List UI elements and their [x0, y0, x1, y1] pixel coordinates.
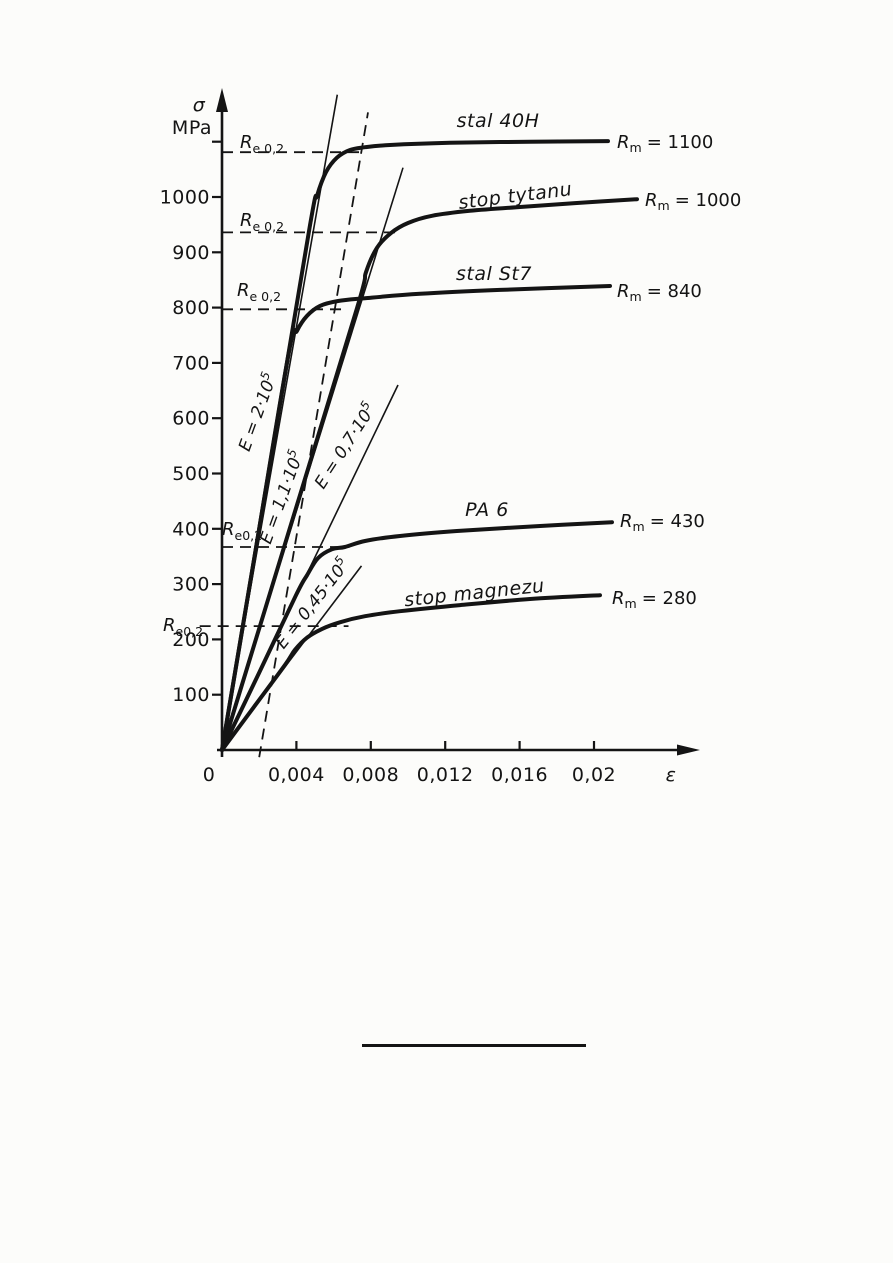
y-tick-label: 900: [172, 242, 210, 264]
rm-label-1000: Rm = 1000: [645, 190, 741, 213]
y-tick-label: 400: [172, 518, 210, 540]
y-tick-label: 500: [172, 463, 210, 485]
re02-label-stal-st7: Re 0,2: [237, 280, 281, 304]
y-tick-label: 700: [172, 352, 210, 374]
y-axis-unit-label: MPa: [172, 117, 212, 139]
y-tick-label: 600: [172, 408, 210, 430]
y-tick-label: 300: [172, 574, 210, 596]
curve-label-stal-st7: stal St7: [456, 263, 532, 285]
material-curves: [220, 139, 639, 752]
curve-label-pa6: PA 6: [465, 499, 509, 521]
y-axis-sigma-label: σ: [193, 94, 206, 116]
rm-label-430: Rm = 430: [620, 511, 705, 534]
re02-label-stal-40h: Re 0,2: [240, 132, 284, 156]
rm-label-280: Rm = 280: [612, 588, 697, 611]
y-tick-label: 800: [172, 297, 210, 319]
axes: [212, 88, 700, 757]
x-tick-label: 0,012: [417, 764, 474, 786]
curve-label-stal-40h: stal 40H: [457, 110, 540, 132]
rm-label-840: Rm = 840: [617, 281, 702, 304]
x-axis-zero-label: 0: [203, 764, 216, 786]
y-tick-label: 100: [172, 684, 210, 706]
curve-stop-magnezu: [220, 593, 602, 752]
x-tick-label: 0,004: [268, 764, 325, 786]
horizontal-rule: [362, 1044, 586, 1047]
x-tick-label: 0,008: [342, 764, 399, 786]
axis-ticks: [212, 140, 596, 750]
re02-label-pa6: Re0,2: [222, 519, 262, 543]
x-tick-label: 0,02: [572, 764, 616, 786]
x-tick-label: 0,016: [491, 764, 548, 786]
offset-construction-line: [258, 112, 369, 758]
curve-pa-6: [220, 520, 614, 752]
rm-label-1100: Rm = 1100: [617, 132, 713, 155]
guide-lines: [199, 94, 404, 758]
chart-labels: σ MPa 0 ε stal 40H stop tytanu stal St7 …: [163, 94, 741, 786]
curve-label-stop-magnezu: stop magnezu: [403, 575, 546, 612]
x-axis-epsilon-label: ε: [666, 764, 677, 786]
y-tick-label: 200: [172, 629, 210, 651]
re02-label-stop-tytanu: Re 0,2: [240, 210, 284, 234]
axis-tick-labels: 100 200 300 400 500 600 700 800 900 1000 0,004 0,00…: [160, 187, 616, 787]
x-axis-arrow-icon: [677, 744, 700, 756]
re02-label-stop-magnezu: Re0,2: [163, 615, 203, 639]
y-tick-label: 1000: [160, 187, 210, 209]
curve-stop-tytanu: [220, 197, 639, 752]
y-axis-arrow-icon: [216, 88, 228, 112]
curve-stal-st7: [220, 284, 612, 752]
modulus-label-e07e5: E = 0,7·105: [308, 398, 380, 492]
